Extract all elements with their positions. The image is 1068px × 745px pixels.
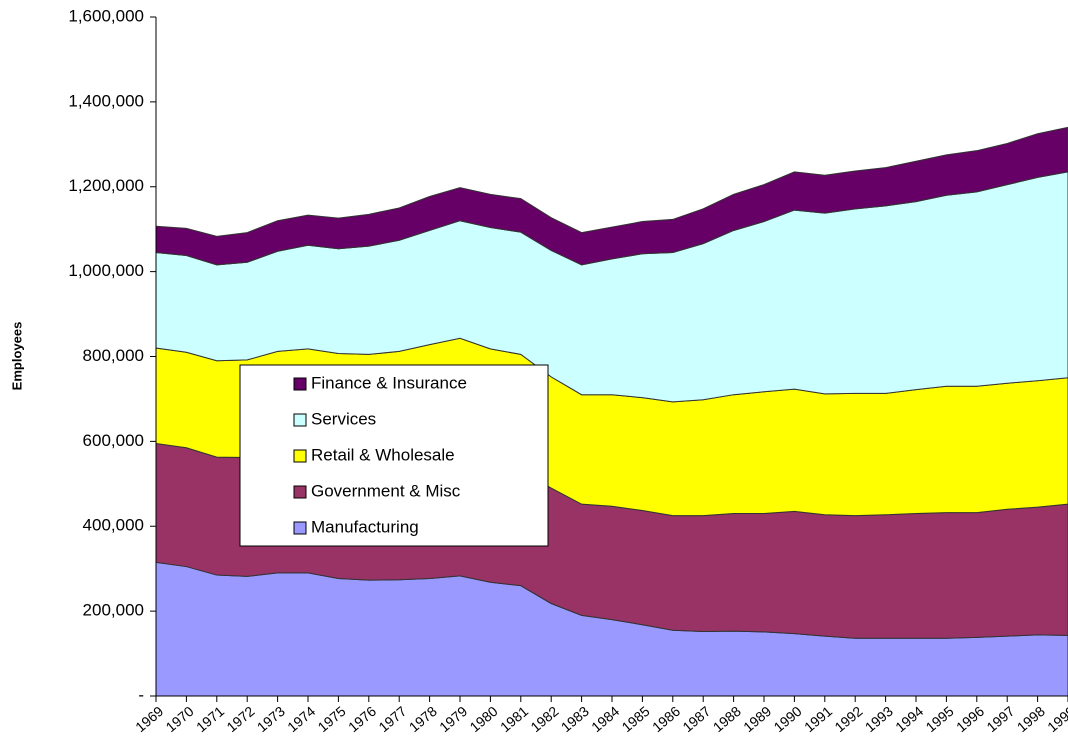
legend-label: Government & Misc [311,481,461,500]
y-tick-label: 800,000 [83,346,144,365]
legend-swatch [293,485,307,499]
area [155,126,1068,266]
x-tick-label: 1975 [315,703,349,735]
y-tick-label: - [138,685,144,704]
x-tick-label: 1988 [710,703,744,735]
x-tick-label: 1979 [436,703,470,735]
x-tick-label: 1995 [923,703,957,735]
y-tick-label: 200,000 [83,601,144,620]
y-tick-label: 400,000 [83,516,144,535]
y-axis-label: Employees [9,322,24,391]
x-tick-label: 1998 [1014,703,1048,735]
x-tick-label: 1972 [223,703,257,735]
x-tick-label: 1976 [345,703,379,735]
y-tick-label: 1,000,000 [68,261,144,280]
legend-box [239,364,549,547]
x-tick-label: 1980 [467,703,501,735]
x-tick-label: 1983 [558,703,592,735]
x-tick-label: 1986 [649,703,683,735]
x-tick-label: 1991 [801,703,835,735]
x-tick-label: 1993 [862,703,896,735]
x-tick-label: 1994 [892,703,926,735]
legend-label: Finance & Insurance [311,373,467,392]
x-tick-label: 1985 [619,703,653,735]
x-tick-label: 1974 [284,703,318,735]
legend-label: Services [311,409,376,428]
x-tick-label: 1970 [163,703,197,735]
x-tick-label: 1982 [527,703,561,735]
y-tick-label: 1,200,000 [68,176,144,195]
legend-swatch [293,377,307,391]
x-tick-label: 1999 [1044,703,1068,735]
legend-swatch [293,413,307,427]
x-tick-label: 1989 [740,703,774,735]
x-tick-label: 1973 [254,703,288,735]
x-tick-label: 1997 [983,703,1017,735]
y-tick-label: 1,600,000 [68,6,144,25]
legend-swatch [293,521,307,535]
x-tick-label: 1977 [375,703,409,735]
legend-label: Manufacturing [311,517,419,536]
y-tick-label: 600,000 [83,431,144,450]
x-tick-label: 1981 [497,703,531,735]
legend-swatch [293,449,307,463]
x-tick-label: 1984 [588,703,622,735]
legend-label: Retail & Wholesale [311,445,455,464]
x-tick-label: 1987 [679,703,713,735]
x-tick-label: 1969 [132,703,166,735]
legend: Finance & Insurance Services Retail & Whol… [239,364,549,547]
x-tick-label: 1996 [953,703,987,735]
x-tick-label: 1992 [831,703,865,735]
x-tick-label: 1971 [193,703,227,735]
x-tick-label: 1990 [771,703,805,735]
y-tick-label: 1,400,000 [68,91,144,110]
x-tick-label: 1978 [406,703,440,735]
